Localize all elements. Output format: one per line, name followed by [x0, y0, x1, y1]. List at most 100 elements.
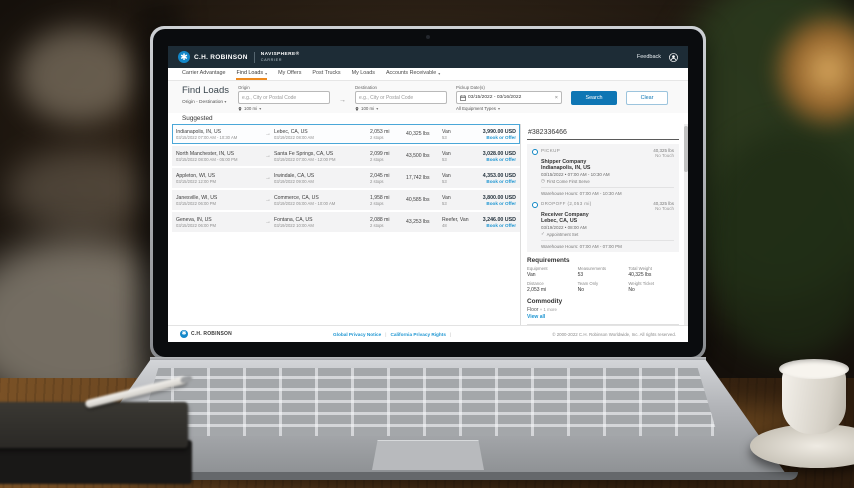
navisphere-carrier-app: ✱ C.H. ROBINSON NAVISPHERE® CARRIER Feed… — [168, 46, 688, 342]
product-line2: CARRIER — [260, 57, 283, 62]
pickup-date-field[interactable]: 03/15/2022 - 03/16/2022 × — [456, 91, 563, 104]
equipment: Reefer, Van — [442, 216, 469, 223]
main-navigation: Carrier Advantage Find Loads ▾ My Offers … — [168, 68, 688, 81]
footer-separator: | — [449, 331, 452, 337]
origin-city: Geneva, IN, US — [176, 216, 212, 223]
search-mode-dropdown[interactable]: Origin - Destination ▾ — [182, 99, 227, 105]
destination-city: Santa Fe Springs, CA, US — [274, 150, 334, 157]
nav-carrier-advantage[interactable]: Carrier Advantage — [182, 70, 226, 76]
load-row[interactable]: Geneva, IN, US 03/15/2022 06:00 PM → Font… — [172, 212, 520, 232]
view-all-link[interactable]: View all — [527, 314, 546, 320]
lamp-glow — [768, 8, 854, 133]
scrollbar-thumb[interactable] — [684, 126, 688, 172]
destination-time: 03/19/2022 10:00 AM — [274, 222, 314, 228]
origin-city: Janesville, WI, US — [176, 194, 218, 201]
pickup-weight: 40,325 lbs — [653, 148, 674, 153]
origin-radius-dropdown[interactable]: 100 mi ▾ — [238, 106, 330, 111]
book-or-offer-link[interactable]: Book or Offer — [486, 134, 516, 140]
load-row[interactable]: Janesville, WI, US 03/15/2022 06:00 PM → … — [172, 190, 520, 210]
origin-city: Appleton, WI, US — [176, 172, 216, 179]
search-button[interactable]: Search — [571, 91, 618, 105]
trailer-length: 53 — [442, 200, 447, 206]
price: 4,353.00 USD — [482, 172, 516, 179]
origin-input[interactable] — [238, 91, 331, 104]
destination-time: 03/19/2022 08:00 AM — [274, 134, 314, 140]
miles: 2,099 mi — [370, 150, 390, 157]
chevron-down-icon: ▾ — [265, 70, 268, 76]
req-label: Team Only — [577, 281, 599, 286]
nav-accounts-receivable[interactable]: Accounts Receivable ▾ — [385, 70, 441, 76]
destination-radius-dropdown[interactable]: 100 mi ▾ — [355, 106, 447, 111]
find-loads-search-section: Find Loads Origin - Destination ▾ Origin… — [168, 81, 688, 113]
location-pin-icon — [355, 106, 359, 111]
stops: 2 stops — [370, 134, 384, 140]
commodity-summary: Floor + 1 more — [527, 307, 557, 313]
pickup-touch: No Touch — [655, 153, 674, 158]
route-arrow-icon: → — [265, 175, 271, 181]
load-id: #382336466 — [527, 127, 679, 140]
global-privacy-notice-link[interactable]: Global Privacy Notice — [333, 331, 382, 337]
clear-button[interactable]: Clear — [626, 91, 669, 105]
feedback-link[interactable]: Feedback — [636, 54, 661, 60]
destination-time: 03/19/2022 07:00 AM - 12:00 PM — [274, 156, 336, 162]
price: 3,800.00 USD — [482, 194, 516, 201]
equipment: Van — [442, 194, 451, 201]
nav-post-trucks[interactable]: Post Trucks — [312, 70, 341, 76]
panel-scrollbar[interactable] — [684, 124, 688, 325]
laptop-keyboard — [138, 368, 718, 436]
nav-my-loads[interactable]: My Loads — [351, 70, 375, 76]
clear-date-icon[interactable]: × — [554, 94, 559, 101]
load-results-list: Indianapolis, IN, US 03/15/2022 07:00 AM … — [168, 124, 520, 325]
dropoff-location: Lebec, CA, US — [541, 218, 578, 224]
commodity-title: Commodity — [527, 298, 563, 305]
destination-time: 03/19/2022 09:00 AM — [274, 178, 314, 184]
tab-suggested[interactable]: Suggested — [168, 113, 688, 124]
load-row[interactable]: Indianapolis, IN, US 03/15/2022 07:00 AM … — [172, 124, 520, 144]
requirements-title: Requirements — [527, 257, 570, 264]
book-or-offer-link[interactable]: Book or Offer — [486, 156, 516, 162]
route-arrow-icon: → — [265, 219, 271, 225]
nav-find-loads[interactable]: Find Loads ▾ — [236, 68, 268, 80]
load-row[interactable]: North Manchester, IN, US 03/15/2022 08:00… — [172, 146, 520, 166]
brand-name: C.H. ROBINSON — [194, 53, 248, 61]
coffee-cup — [782, 368, 846, 434]
book-or-offer-link[interactable]: Book or Offer — [486, 222, 516, 228]
chevron-down-icon: ▾ — [497, 106, 500, 111]
chrobinson-logo-icon: ✱ — [178, 51, 190, 63]
product-name: NAVISPHERE® CARRIER — [261, 52, 300, 61]
chevron-down-icon: ▾ — [376, 106, 379, 111]
book-or-offer-link[interactable]: Book or Offer — [486, 178, 516, 184]
pickup-location: Indianapolis, IN, US — [541, 165, 591, 171]
equipment: Van — [442, 128, 451, 135]
stops: 2 stops — [370, 222, 384, 228]
brand-divider — [253, 51, 255, 63]
stops: 2 stops — [370, 156, 384, 162]
stops-timeline-card: PICKUP 40,325 lbs No Touch Shipper Compa… — [527, 144, 679, 252]
destination-city: Commerce, CA, US — [274, 194, 319, 201]
calendar-icon — [460, 94, 466, 101]
user-account-icon[interactable] — [669, 52, 678, 62]
nav-my-offers[interactable]: My Offers — [278, 70, 302, 76]
list-panel-divider — [520, 124, 521, 325]
stops: 2 stops — [370, 178, 384, 184]
dropoff-company: Receiver Company — [541, 212, 589, 218]
load-row[interactable]: Appleton, WI, US 03/15/2022 12:00 PM → Ir… — [172, 168, 520, 188]
req-value: No — [628, 287, 635, 293]
dropoff-datetime: 03/19/2022 • 08:00 AM — [541, 225, 587, 230]
notebook — [0, 402, 188, 448]
book-or-offer-link[interactable]: Book or Offer — [486, 200, 516, 206]
req-label: Total Weight — [628, 266, 652, 271]
pickup-warehouse-hours: Warehouse Hours: 07:00 AM - 10:30 AM — [541, 191, 622, 196]
route-arrow-icon: → — [265, 131, 271, 137]
destination-input[interactable] — [355, 91, 448, 104]
dropoff-weight: 40,325 lbs — [653, 201, 674, 206]
req-value: 53 — [577, 272, 584, 278]
panel-divider — [527, 324, 679, 325]
origin-city: North Manchester, IN, US — [176, 150, 235, 157]
chevron-down-icon: ▾ — [224, 99, 227, 104]
california-privacy-rights-link[interactable]: California Privacy Rights — [390, 331, 446, 337]
destination-city: Irwindale, CA, US — [274, 172, 315, 179]
pickup-date-value: 03/15/2022 - 03/16/2022 — [468, 95, 522, 100]
chrobinson-footer-logo-icon: ✱ — [180, 330, 188, 338]
equipment-type-dropdown[interactable]: All Equipment Types ▾ — [456, 106, 500, 111]
